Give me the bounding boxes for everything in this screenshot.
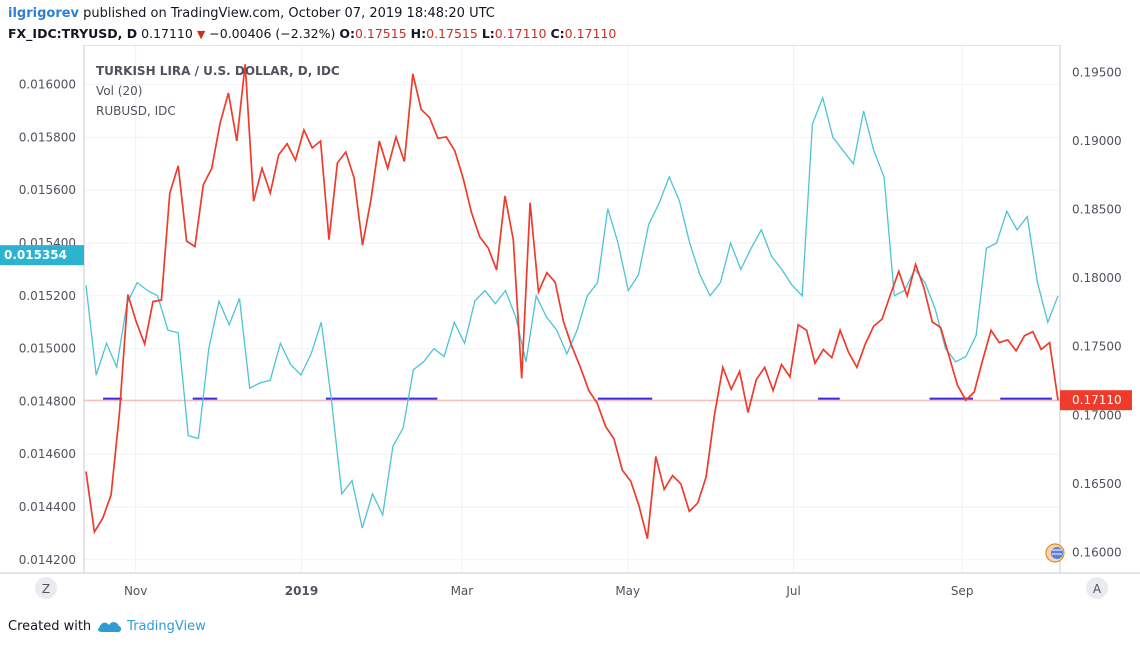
created-with-text: Created with [8,618,92,634]
right-tick-label: 0.16000 [1072,545,1122,559]
rubusd-series-line [85,95,1059,529]
right-tick-label: 0.19000 [1072,134,1122,148]
right-tick-label: 0.19500 [1072,65,1122,79]
time-tick-label: Jul [785,584,800,598]
right-tick-label: 0.17500 [1072,340,1122,354]
price-chart[interactable]: 0.0160000.0158000.0156000.0154000.015200… [0,45,1140,605]
tradingview-logo-icon [98,622,122,632]
left-current-badge: 0.015354 [0,245,84,266]
left-badge-background [0,245,84,266]
close-label: C: [550,26,565,41]
left-tick-label: 0.015800 [19,130,76,144]
time-tick-label: May [615,584,640,598]
auto-button-label: A [1093,582,1102,596]
quote-bar: FX_IDC:TRYUSD, D 0.17110 ▼ −0.00406 (−2.… [8,25,616,44]
right-tick-label: 0.16500 [1072,477,1122,491]
legend-vol: Vol (20) [96,84,142,98]
legend-compare: RUBUSD, IDC [96,104,176,118]
high-label: H: [410,26,427,41]
published-text: published on TradingView.com, October 07… [83,6,495,21]
publish-header: ilgrigorev published on TradingView.com,… [8,5,495,23]
low-value: 0.17110 [494,26,547,41]
right-tick-label: 0.18500 [1072,203,1122,217]
zoom-button-label: Z [42,582,50,596]
time-tick-label: 2019 [285,584,318,598]
left-badge-value: 0.015354 [4,248,67,262]
footer: Created with TradingView [8,618,206,634]
left-tick-label: 0.015000 [19,342,76,356]
left-tick-label: 0.014400 [19,500,76,514]
auto-scale-button[interactable]: A [1086,577,1108,599]
right-current-badge: 0.17110 [1060,390,1132,411]
left-tick-label: 0.014600 [19,447,76,461]
low-label: L: [481,26,495,41]
price-change: −0.00406 (−2.32%) [209,26,336,41]
legend-main: TURKISH LIRA / U.S. DOLLAR, D, IDC [96,64,340,78]
left-tick-label: 0.016000 [19,78,76,92]
high-value: 0.17515 [426,26,478,41]
left-tick-label: 0.015600 [19,183,76,197]
symbol-label: FX_IDC:TRYUSD, D [8,26,138,41]
right-badge-value: 0.17110 [1072,393,1122,407]
left-tick-label: 0.014800 [19,394,76,408]
right-tick-label: 0.17000 [1072,408,1122,422]
chart-legend: TURKISH LIRA / U.S. DOLLAR, D, IDC Vol (… [96,64,340,118]
author-name[interactable]: ilgrigorev [8,6,80,21]
flag-icon [1045,543,1065,563]
zoom-button[interactable]: Z [35,577,57,599]
tradingview-link[interactable]: TradingView [127,618,206,634]
chart-background [0,45,1140,605]
time-tick-label: Nov [124,584,147,598]
close-value: 0.17110 [564,26,617,41]
open-label: O: [339,26,355,41]
open-value: 0.17515 [354,26,407,41]
time-tick-label: Sep [951,584,974,598]
down-arrow-icon: ▼ [196,28,206,41]
right-badge-background [1060,390,1132,411]
last-price: 0.17110 [141,26,193,41]
time-axis[interactable]: Nov 2019 Mar May Jul Sep [124,584,973,598]
time-tick-label: Mar [451,584,474,598]
right-tick-label: 0.18000 [1072,271,1122,285]
left-tick-label: 0.015200 [19,289,76,303]
left-price-axis[interactable]: 0.0160000.0158000.0156000.0154000.015200… [19,78,76,567]
left-tick-label: 0.014200 [19,553,76,567]
right-price-axis[interactable]: 0.19500 0.19000 0.18500 0.18000 0.17500 0.170… [1072,65,1122,559]
tryusd-series-line [85,64,1059,539]
